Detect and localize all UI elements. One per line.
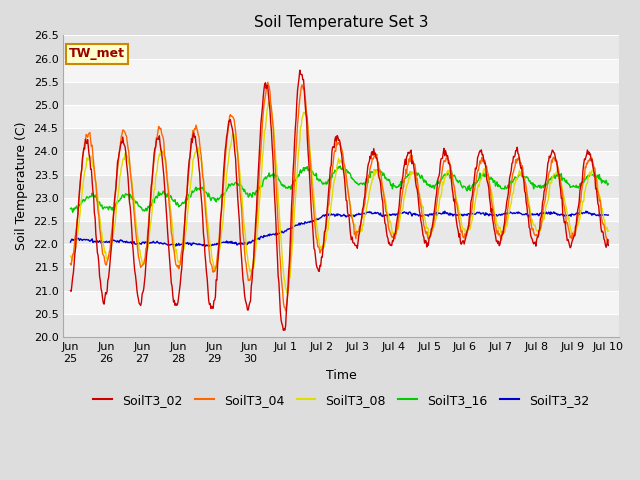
SoilT3_08	[264, 100, 272, 106]
SoilT3_04	[282, 308, 289, 314]
Title: Soil Temperature Set 3: Soil Temperature Set 3	[254, 15, 428, 30]
SoilT3_04	[67, 261, 74, 266]
Bar	[63, 82, 619, 105]
Bar	[63, 105, 619, 128]
SoilT3_32	[384, 212, 392, 218]
SoilT3_02	[296, 67, 303, 73]
SoilT3_08	[208, 253, 216, 259]
SoilT3_16	[186, 192, 193, 198]
SoilT3_16	[557, 174, 564, 180]
SoilT3_02	[280, 327, 287, 333]
SoilT3_08	[557, 179, 564, 185]
Bar	[63, 314, 619, 337]
SoilT3_02	[385, 241, 392, 247]
Legend: SoilT3_02, SoilT3_04, SoilT3_08, SoilT3_16, SoilT3_32: SoilT3_02, SoilT3_04, SoilT3_08, SoilT3_…	[88, 389, 594, 412]
SoilT3_02	[605, 242, 612, 248]
SoilT3_16	[438, 176, 445, 181]
SoilT3_02	[67, 288, 74, 294]
SoilT3_32	[605, 212, 612, 218]
Y-axis label: Soil Temperature (C): Soil Temperature (C)	[15, 122, 28, 251]
Bar	[63, 244, 619, 267]
SoilT3_04	[208, 263, 216, 268]
SoilT3_08	[185, 202, 193, 208]
SoilT3_16	[605, 181, 612, 187]
SoilT3_16	[332, 168, 339, 174]
SoilT3_32	[332, 213, 339, 218]
SoilT3_32	[205, 243, 212, 249]
Bar	[63, 198, 619, 221]
SoilT3_04	[557, 178, 564, 184]
Bar	[63, 151, 619, 175]
SoilT3_04	[438, 170, 445, 176]
SoilT3_16	[67, 206, 74, 212]
SoilT3_02	[438, 156, 445, 161]
Line: SoilT3_16: SoilT3_16	[70, 166, 609, 212]
SoilT3_04	[264, 79, 271, 85]
SoilT3_32	[67, 239, 74, 245]
Line: SoilT3_08: SoilT3_08	[70, 103, 609, 293]
SoilT3_16	[336, 163, 344, 169]
Bar	[63, 221, 619, 244]
SoilT3_04	[385, 226, 392, 231]
Bar	[63, 291, 619, 314]
SoilT3_02	[185, 165, 193, 171]
SoilT3_32	[209, 241, 216, 247]
SoilT3_08	[333, 168, 340, 173]
SoilT3_02	[333, 138, 340, 144]
SoilT3_08	[438, 190, 445, 195]
SoilT3_04	[185, 173, 193, 179]
SoilT3_08	[284, 290, 291, 296]
X-axis label: Time: Time	[326, 369, 356, 382]
SoilT3_16	[69, 209, 77, 215]
SoilT3_08	[67, 253, 74, 259]
Bar	[63, 175, 619, 198]
Line: SoilT3_04: SoilT3_04	[70, 82, 609, 311]
SoilT3_32	[185, 241, 193, 247]
SoilT3_04	[333, 140, 340, 145]
SoilT3_32	[582, 208, 590, 214]
Bar	[63, 59, 619, 82]
Bar	[63, 36, 619, 59]
SoilT3_32	[437, 211, 445, 217]
Line: SoilT3_32: SoilT3_32	[70, 211, 609, 246]
SoilT3_02	[208, 303, 216, 309]
Bar	[63, 128, 619, 151]
Line: SoilT3_02: SoilT3_02	[70, 70, 609, 330]
SoilT3_04	[605, 237, 612, 243]
SoilT3_16	[385, 178, 392, 183]
SoilT3_02	[557, 186, 564, 192]
Bar	[63, 267, 619, 291]
Text: TW_met: TW_met	[69, 48, 125, 60]
SoilT3_16	[209, 195, 216, 201]
SoilT3_32	[556, 213, 564, 218]
SoilT3_08	[605, 228, 612, 234]
SoilT3_08	[385, 213, 392, 218]
